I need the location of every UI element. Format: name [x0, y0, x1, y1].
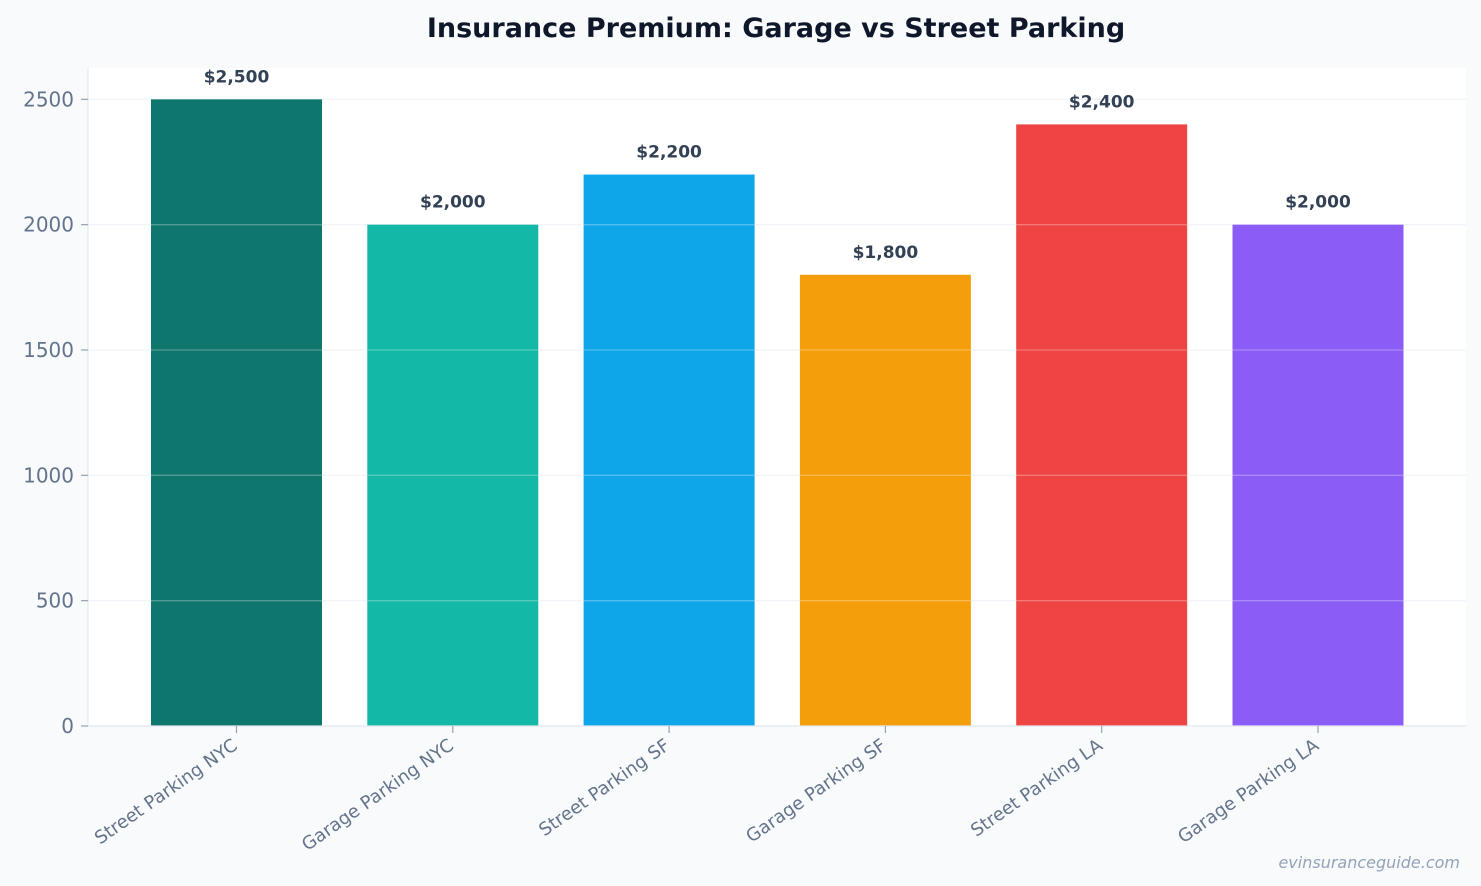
data-label: $2,000: [420, 193, 486, 213]
bar: [367, 224, 539, 726]
y-tick-label: 1000: [23, 463, 74, 487]
bars: [151, 99, 1404, 727]
bar: [1016, 124, 1188, 726]
y-tick-label: 2000: [23, 213, 74, 237]
chart-title: Insurance Premium: Garage vs Street Park…: [427, 13, 1125, 44]
data-label: $2,500: [204, 67, 270, 87]
data-label: $2,000: [1285, 193, 1351, 213]
y-tick-label: 500: [36, 589, 74, 613]
bar: [799, 274, 971, 726]
bar: [1232, 224, 1404, 726]
y-tick-label: 2500: [23, 87, 74, 111]
bar: [583, 174, 755, 727]
watermark: evinsuranceguide.com: [1278, 853, 1460, 872]
data-label: $2,200: [636, 143, 702, 163]
data-label: $2,400: [1069, 92, 1135, 112]
data-label: $1,800: [853, 243, 919, 263]
y-tick-label: 0: [61, 714, 74, 738]
data-labels: $2,500 $2,000 $2,200 $1,800 $2,400 $2,000: [204, 67, 1351, 262]
bar: [151, 99, 322, 727]
y-tick-label: 1500: [23, 338, 74, 362]
bar-gridline-overlay: [151, 224, 1404, 602]
y-axis-ticks: 0 500 1000 1500 2000 2500: [23, 87, 88, 738]
